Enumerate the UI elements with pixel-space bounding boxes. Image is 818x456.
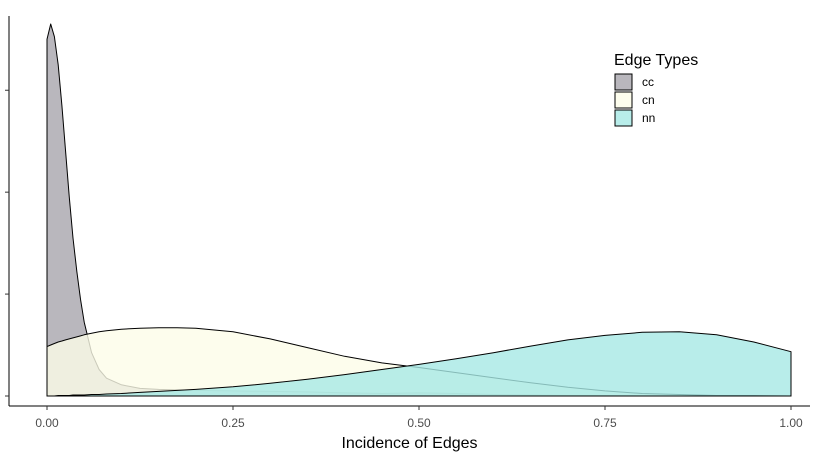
density-area-nn	[46, 331, 792, 397]
x-tick-label: 0.75	[593, 416, 617, 430]
legend-label-nn: nn	[642, 111, 655, 125]
x-axis-ticks: 0.00 0.25 0.50 0.75 1.00	[35, 406, 803, 430]
x-tick-label: 0.50	[407, 416, 431, 430]
legend-label-cc: cc	[642, 75, 654, 89]
x-tick-label: 1.00	[779, 416, 803, 430]
legend-swatch-nn	[614, 109, 633, 127]
density-areas	[46, 23, 792, 397]
legend-swatch-cn	[614, 91, 633, 109]
x-tick-label: 0.00	[35, 416, 59, 430]
legend-label-cn: cn	[642, 93, 655, 107]
axes: 0.00 0.25 0.50 0.75 1.00	[5, 16, 810, 430]
x-tick-label: 0.25	[221, 416, 245, 430]
legend: Edge Types cc cn nn	[614, 52, 698, 127]
x-axis-title: Incidence of Edges	[341, 435, 477, 452]
legend-swatch-cc	[614, 73, 633, 91]
legend-items: cc cn nn	[614, 73, 655, 127]
y-axis-ticks	[5, 89, 9, 397]
legend-title: Edge Types	[614, 52, 698, 69]
